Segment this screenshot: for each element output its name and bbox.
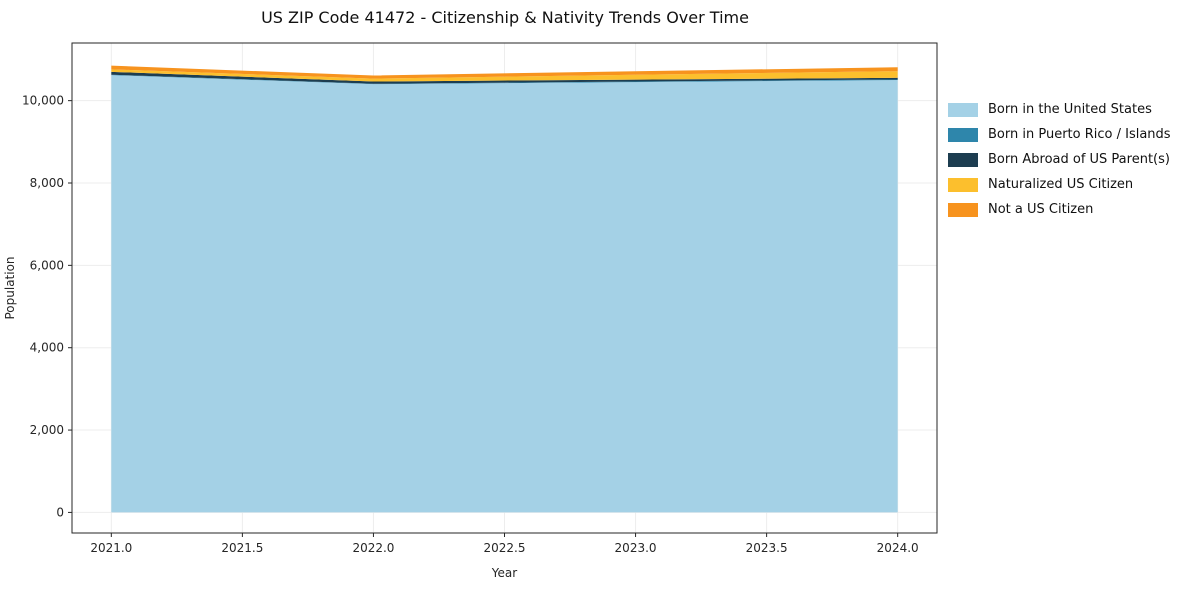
svg-text:4,000: 4,000 [30, 341, 64, 355]
svg-text:10,000: 10,000 [22, 94, 64, 108]
legend-label: Born in the United States [988, 102, 1152, 117]
svg-text:6,000: 6,000 [30, 258, 64, 272]
legend-item: Born Abroad of US Parent(s) [948, 152, 1171, 167]
legend-item: Naturalized US Citizen [948, 177, 1171, 192]
svg-text:2021.5: 2021.5 [221, 541, 263, 555]
legend-swatch-puerto-rico [948, 127, 978, 142]
svg-text:2022.5: 2022.5 [484, 541, 526, 555]
svg-text:0: 0 [56, 505, 64, 519]
legend-item: Born in Puerto Rico / Islands [948, 127, 1171, 142]
svg-text:2024.0: 2024.0 [877, 541, 919, 555]
legend-swatch-born-us [948, 102, 978, 117]
svg-text:2023.0: 2023.0 [615, 541, 657, 555]
svg-text:2021.0: 2021.0 [90, 541, 132, 555]
legend-label: Not a US Citizen [988, 202, 1094, 217]
legend-swatch-naturalized [948, 177, 978, 192]
svg-text:Year: Year [491, 566, 517, 580]
legend-label: Born in Puerto Rico / Islands [988, 127, 1171, 142]
svg-text:2022.0: 2022.0 [352, 541, 394, 555]
svg-text:8,000: 8,000 [30, 176, 64, 190]
legend-swatch-born-abroad [948, 152, 978, 167]
legend-label: Naturalized US Citizen [988, 177, 1134, 192]
legend-swatch-not-citizen [948, 202, 978, 217]
svg-text:2023.5: 2023.5 [746, 541, 788, 555]
svg-text:2,000: 2,000 [30, 423, 64, 437]
legend-item: Not a US Citizen [948, 202, 1171, 217]
chart-title: US ZIP Code 41472 - Citizenship & Nativi… [261, 8, 749, 27]
legend: Born in the United States Born in Puerto… [948, 102, 1171, 217]
svg-text:Population: Population [3, 256, 17, 319]
legend-label: Born Abroad of US Parent(s) [988, 152, 1170, 167]
legend-item: Born in the United States [948, 102, 1171, 117]
stacked-area-chart: 2021.0 2021.5 2022.0 2022.5 2023.0 2023.5 2024… [3, 42, 938, 580]
